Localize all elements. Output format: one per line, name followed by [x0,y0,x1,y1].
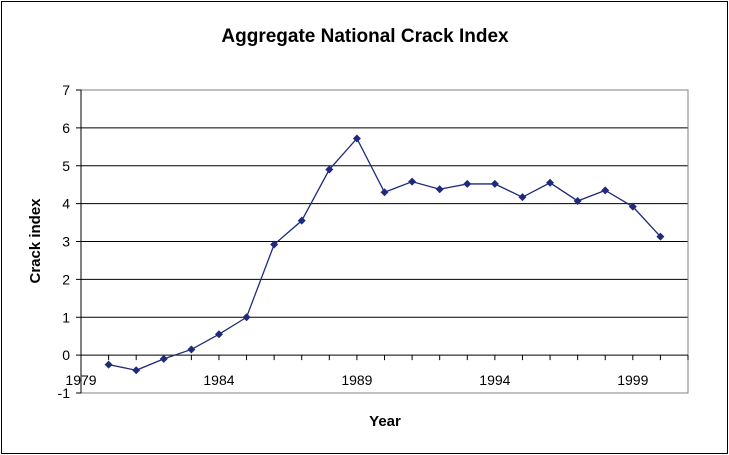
data-point [352,134,361,143]
y-tick-label: 5 [62,158,70,174]
data-point [242,313,251,322]
data-point [132,366,141,375]
data-point [601,186,610,195]
data-point [435,185,444,194]
y-tick-label: 6 [62,120,70,136]
data-point [628,202,637,211]
data-point [104,360,113,369]
x-tick-label: 1989 [341,372,372,388]
series-group [104,134,665,375]
data-point [380,188,389,197]
data-point [270,240,279,249]
x-tick-label: 1994 [479,372,510,388]
data-point [656,232,665,241]
data-point [463,179,472,188]
x-tick-label: 1999 [617,372,648,388]
x-tick-label: 1984 [203,372,234,388]
x-axis: 1979 1984 1989 1994 1999 [65,354,689,388]
y-tick-label: -1 [58,385,71,401]
chart-title: Aggregate National Crack Index [221,26,509,47]
data-point [297,216,306,225]
y-tick-label: 1 [62,309,70,325]
y-tick-label: 2 [62,271,70,287]
data-point [187,345,196,354]
y-tick-label: 7 [62,82,70,98]
y-axis-title: Crack index [27,198,44,284]
y-tick-label: 0 [62,347,70,363]
data-point [546,178,555,187]
series-line [108,137,661,371]
gridlines [81,127,688,318]
data-point [573,196,582,205]
data-point [159,354,168,363]
x-axis-title: Year [369,413,401,430]
data-point [518,193,527,202]
data-point [214,330,223,339]
data-point [490,179,499,188]
y-tick-label: 3 [62,234,70,250]
data-point [408,177,417,186]
y-axis: -1 0 1 2 3 4 5 6 7 [58,82,82,401]
y-tick-label: 4 [62,196,70,212]
data-point [325,165,334,174]
